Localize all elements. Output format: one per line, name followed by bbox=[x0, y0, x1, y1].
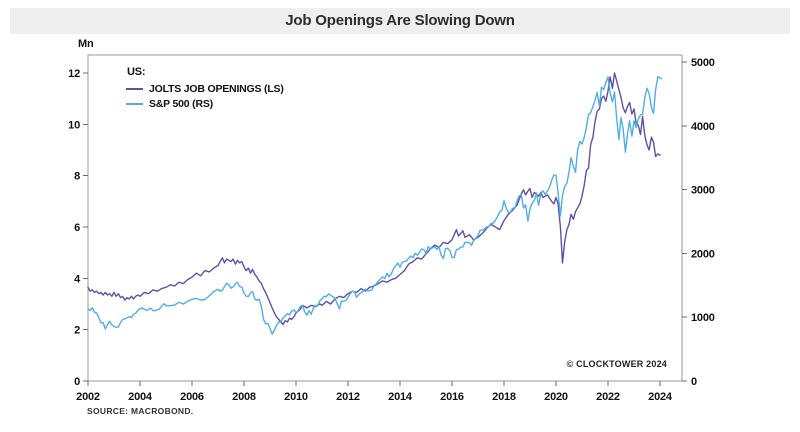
x-tick-label: 2004 bbox=[128, 391, 153, 403]
right-tick-label: 3000 bbox=[691, 185, 715, 197]
page-title: Job Openings Are Slowing Down bbox=[285, 12, 515, 29]
legend-item-sp500: S&P 500 (RS) bbox=[126, 96, 284, 111]
left-tick-label: 4 bbox=[74, 273, 81, 285]
x-tick-label: 2018 bbox=[492, 391, 516, 403]
x-tick-label: 2020 bbox=[544, 391, 568, 403]
left-tick-label: 12 bbox=[68, 68, 80, 80]
x-tick-label: 2010 bbox=[284, 391, 308, 403]
x-tick-label: 2012 bbox=[336, 391, 360, 403]
right-tick-label: 2000 bbox=[691, 248, 715, 260]
title-bar: Job Openings Are Slowing Down bbox=[10, 8, 790, 34]
jolts-line-swatch bbox=[126, 87, 143, 90]
x-tick-label: 2002 bbox=[76, 391, 100, 403]
left-tick-label: 10 bbox=[68, 119, 80, 131]
left-tick-label: 0 bbox=[74, 376, 80, 388]
left-tick-label: 6 bbox=[74, 222, 80, 234]
left-tick-label: 8 bbox=[74, 171, 80, 183]
x-tick-label: 2014 bbox=[388, 391, 413, 403]
left-axis-unit-label: Mn bbox=[78, 38, 94, 50]
x-tick-label: 2024 bbox=[648, 391, 673, 403]
legend-label-jolts: JOLTS JOB OPENINGS (LS) bbox=[149, 82, 284, 95]
plot-border bbox=[87, 54, 683, 382]
sp500-line-swatch bbox=[126, 102, 143, 105]
source-note: SOURCE: MACROBOND. bbox=[87, 406, 194, 416]
x-tick-label: 2008 bbox=[232, 391, 256, 403]
legend-label-sp500: S&P 500 (RS) bbox=[149, 97, 213, 110]
left-tick-label: 2 bbox=[74, 325, 80, 337]
chart-legend: US: JOLTS JOB OPENINGS (LS) S&P 500 (RS) bbox=[126, 66, 284, 111]
legend-heading: US: bbox=[127, 66, 146, 78]
copyright-note: © CLOCKTOWER 2024 bbox=[566, 359, 667, 369]
x-tick-label: 2006 bbox=[180, 391, 204, 403]
x-tick-label: 2022 bbox=[596, 391, 620, 403]
right-tick-label: 4000 bbox=[691, 121, 715, 133]
right-tick-label: 1000 bbox=[691, 312, 715, 324]
x-tick-label: 2016 bbox=[440, 391, 464, 403]
right-tick-label: 5000 bbox=[691, 57, 715, 69]
right-tick-label: 0 bbox=[691, 376, 697, 388]
sp500-line bbox=[87, 75, 662, 335]
legend-item-jolts: JOLTS JOB OPENINGS (LS) bbox=[126, 81, 284, 96]
